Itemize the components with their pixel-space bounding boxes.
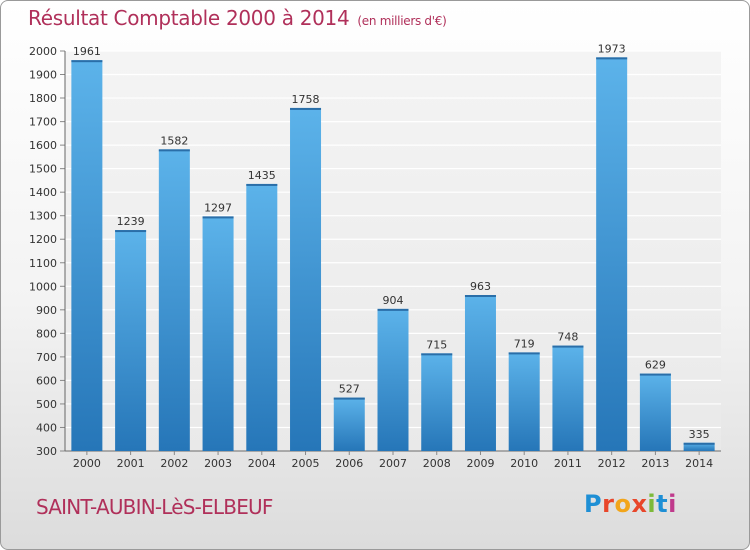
x-tick-label: 2007 xyxy=(379,457,407,470)
y-tick-label: 900 xyxy=(36,304,57,317)
x-tick-label: 2006 xyxy=(335,457,363,470)
bar xyxy=(421,353,453,451)
proxiti-logo: Proxiti xyxy=(584,490,677,518)
data-label: 1297 xyxy=(204,201,232,214)
bar-top xyxy=(639,373,671,376)
y-tick-label: 1800 xyxy=(29,92,57,105)
bar-top xyxy=(202,216,234,219)
logo-letter: t xyxy=(656,490,669,518)
bar-top xyxy=(333,397,365,400)
y-tick-label: 1700 xyxy=(29,116,57,129)
bar-top xyxy=(596,57,628,60)
y-tick-label: 1200 xyxy=(29,233,57,246)
bar-top xyxy=(246,183,278,186)
data-label: 719 xyxy=(514,337,535,350)
y-tick-label: 1000 xyxy=(29,280,57,293)
data-label: 1582 xyxy=(160,134,188,147)
x-tick-label: 2001 xyxy=(117,457,145,470)
bar-top xyxy=(115,230,147,233)
bar xyxy=(464,295,496,451)
data-label: 963 xyxy=(470,280,491,293)
y-tick-label: 800 xyxy=(36,327,57,340)
data-label: 527 xyxy=(339,383,360,396)
bar xyxy=(333,397,365,451)
data-label: 715 xyxy=(426,338,447,351)
bar-top xyxy=(508,352,540,355)
bar xyxy=(246,183,278,452)
data-label: 629 xyxy=(645,359,666,372)
logo-letter: i xyxy=(647,490,657,518)
logo-letter: r xyxy=(602,490,615,518)
bar xyxy=(552,345,584,451)
data-label: 1239 xyxy=(117,215,145,228)
bar xyxy=(377,308,409,451)
logo-letter: o xyxy=(614,490,632,518)
bar xyxy=(202,216,234,451)
y-tick-label: 600 xyxy=(36,374,57,387)
bar-top xyxy=(71,60,103,63)
y-tick-label: 2000 xyxy=(29,45,57,58)
y-tick-label: 1400 xyxy=(29,186,57,199)
bar-top xyxy=(290,107,322,110)
y-tick-label: 1100 xyxy=(29,257,57,270)
bar-top xyxy=(683,442,715,445)
place-name: SAINT-AUBIN-LèS-ELBEUF xyxy=(36,495,273,519)
x-tick-label: 2012 xyxy=(598,457,626,470)
x-tick-label: 2013 xyxy=(641,457,669,470)
data-label: 1973 xyxy=(598,42,626,55)
x-tick-label: 2003 xyxy=(204,457,232,470)
x-tick-label: 2010 xyxy=(510,457,538,470)
y-tick-label: 1900 xyxy=(29,69,57,82)
y-tick-label: 1300 xyxy=(29,210,57,223)
bar-top xyxy=(158,149,190,152)
bar xyxy=(158,149,190,451)
x-tick-label: 2009 xyxy=(466,457,494,470)
y-tick-label: 1600 xyxy=(29,139,57,152)
logo-letter: P xyxy=(584,490,603,518)
data-label: 904 xyxy=(383,294,404,307)
chart-title-text: Résultat Comptable 2000 à 2014 xyxy=(28,6,350,30)
logo-letter: x xyxy=(631,490,648,518)
y-tick-label: 400 xyxy=(36,421,57,434)
bar-top xyxy=(377,308,409,311)
x-tick-label: 2000 xyxy=(73,457,101,470)
x-tick-label: 2002 xyxy=(160,457,188,470)
data-label: 1961 xyxy=(73,45,101,58)
y-tick-label: 500 xyxy=(36,398,57,411)
bar-top xyxy=(421,353,453,356)
y-tick-label: 1500 xyxy=(29,163,57,176)
bar xyxy=(508,352,540,451)
bar xyxy=(683,442,715,451)
bar xyxy=(290,107,322,452)
x-tick-label: 2008 xyxy=(423,457,451,470)
y-tick-label: 700 xyxy=(36,351,57,364)
chart-subtitle: (en milliers d'€) xyxy=(357,14,447,28)
x-tick-label: 2011 xyxy=(554,457,582,470)
y-tick-label: 300 xyxy=(36,445,57,458)
x-tick-label: 2005 xyxy=(292,457,320,470)
chart-title: Résultat Comptable 2000 à 2014 (en millie… xyxy=(28,6,447,30)
bar-top xyxy=(464,295,496,297)
x-tick-label: 2004 xyxy=(248,457,276,470)
data-label: 748 xyxy=(557,331,578,344)
data-label: 1758 xyxy=(292,93,320,106)
bar-top xyxy=(552,345,584,348)
x-tick-label: 2014 xyxy=(685,457,713,470)
logo-letter: i xyxy=(668,490,677,518)
bar xyxy=(639,373,671,451)
data-label: 1435 xyxy=(248,169,276,182)
bar xyxy=(71,60,103,451)
bar xyxy=(596,57,628,452)
data-label: 335 xyxy=(689,428,710,441)
bar xyxy=(115,230,147,451)
